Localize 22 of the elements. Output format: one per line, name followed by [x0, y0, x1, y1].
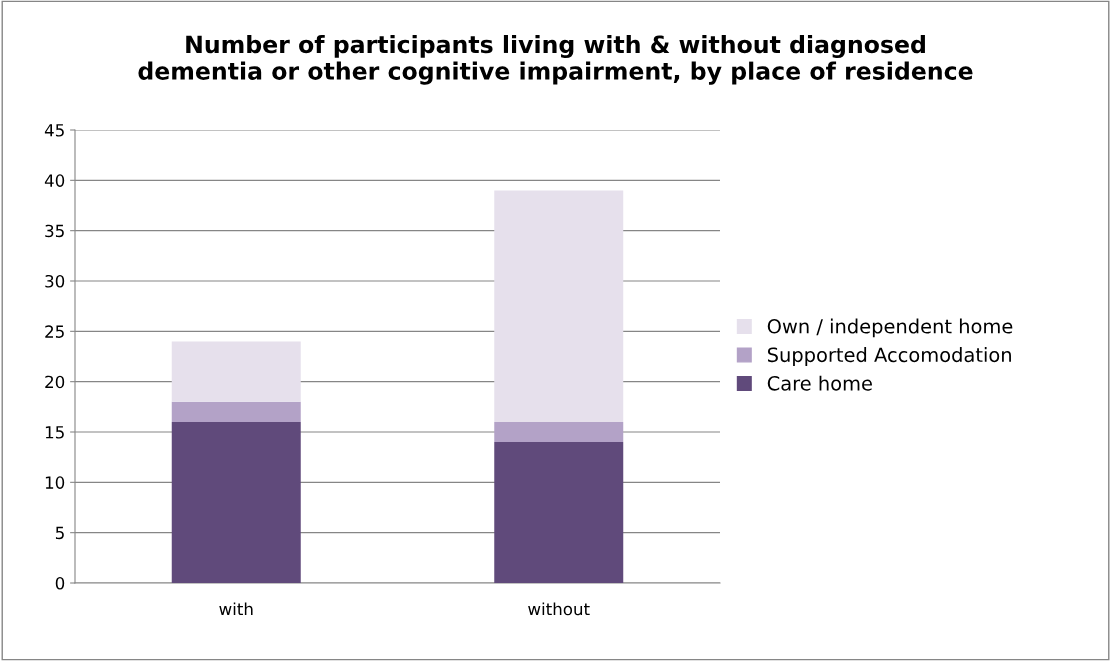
bar [171, 341, 301, 402]
legend-label: Care home [767, 375, 872, 391]
bar [171, 421, 301, 583]
x-tick-label: with [219, 602, 253, 616]
x-tick-label: without [528, 602, 590, 616]
y-tick-label: 0 [55, 576, 65, 590]
y-tick-label: 10 [45, 476, 65, 489]
bar [171, 401, 301, 422]
bar [494, 190, 624, 422]
legend-label: Own / independent home [767, 318, 1013, 338]
y-tick-label: 20 [45, 375, 65, 389]
y-tick-label: 35 [45, 224, 64, 238]
chart-title: Number of participants living with & without diagnosed dementia or other cognitive impairment, by place of residence [138, 35, 973, 85]
y-tick-label: 45 [44, 124, 64, 137]
legend-label: Supported Accomodation [767, 347, 1011, 366]
bar [494, 442, 624, 583]
y-tick-label: 40 [44, 174, 65, 187]
y-tick-label: 5 [55, 526, 64, 540]
bar [494, 421, 624, 443]
y-tick-label: 25 [45, 325, 64, 338]
y-tick-label: 15 [45, 426, 64, 439]
y-tick-label: 30 [45, 274, 65, 288]
